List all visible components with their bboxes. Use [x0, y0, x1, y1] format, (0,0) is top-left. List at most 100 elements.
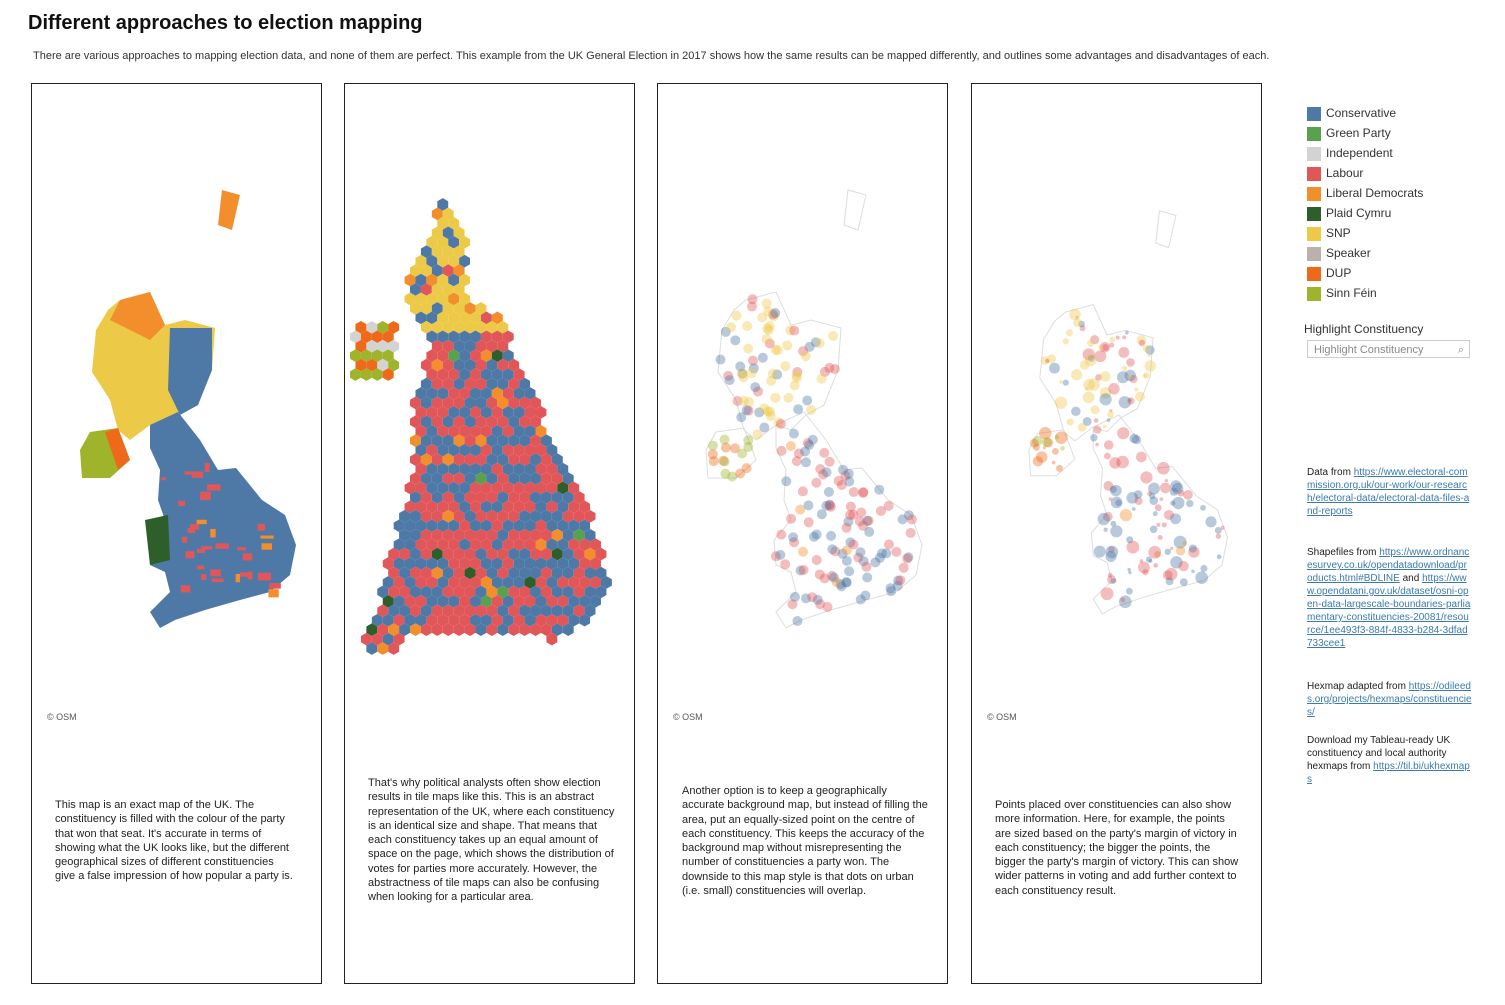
- hex-tile: [508, 491, 520, 504]
- legend-item[interactable]: Conservative: [1307, 105, 1396, 121]
- hex-tile: [480, 481, 492, 495]
- hex-tile: [453, 491, 465, 504]
- hex-tile: [513, 519, 525, 533]
- point: [1205, 516, 1217, 528]
- point: [1131, 507, 1136, 511]
- point: [1056, 464, 1064, 472]
- hex-tile: [393, 595, 405, 608]
- hex-tile: [486, 339, 498, 353]
- hex-tile: [557, 462, 569, 476]
- hex-tile: [453, 358, 465, 372]
- point: [789, 380, 800, 391]
- point: [1152, 511, 1158, 517]
- note: Download my Tableau-ready UK constituenc…: [1307, 734, 1472, 786]
- point: [1164, 479, 1169, 483]
- point: [743, 396, 754, 407]
- point: [1171, 482, 1184, 495]
- region: [269, 583, 281, 589]
- hex-tile: [360, 368, 372, 381]
- hex-tile: [480, 406, 492, 419]
- point: [720, 326, 731, 337]
- point: [807, 592, 818, 603]
- link[interactable]: https://odileeds.org/projects/hexmaps/co…: [1307, 681, 1472, 718]
- hex-tile: [464, 339, 476, 353]
- link[interactable]: https://www.opendatani.gov.uk/dataset/os…: [1307, 573, 1471, 649]
- hex-tile: [497, 566, 509, 580]
- hex-tile: [426, 235, 438, 249]
- hex-tile: [470, 462, 481, 476]
- legend-item[interactable]: Green Party: [1307, 125, 1391, 141]
- hex-tile: [475, 623, 487, 636]
- hex-tile: [431, 434, 443, 447]
- legend-item[interactable]: SNP: [1307, 225, 1351, 241]
- point: [1126, 358, 1135, 367]
- hex-tile: [426, 481, 438, 495]
- point: [1156, 522, 1161, 527]
- hex-tile: [410, 623, 421, 636]
- legend-item[interactable]: Liberal Democrats: [1307, 185, 1423, 201]
- hex-tile: [399, 585, 411, 599]
- hex-tile: [475, 604, 487, 618]
- hex-tile: [415, 424, 427, 438]
- hex-tile: [437, 330, 449, 344]
- search-box[interactable]: Highlight Constituency ⌕: [1307, 340, 1470, 358]
- link[interactable]: https://www.electoral-commission.org.uk/…: [1307, 467, 1470, 517]
- region: [235, 573, 241, 583]
- legend-item[interactable]: Independent: [1307, 145, 1393, 161]
- hex-tile: [568, 481, 580, 495]
- hex-tile: [486, 604, 498, 618]
- hex-tile: [519, 623, 531, 636]
- hex-tile: [459, 406, 471, 419]
- hex-tile: [453, 566, 465, 580]
- hex-tile: [535, 519, 547, 533]
- note-text: and: [1399, 573, 1423, 584]
- point: [876, 548, 887, 559]
- hex-tile: [459, 519, 471, 533]
- point: [741, 405, 752, 416]
- panel: © OSM Another option is to keep a geograp…: [657, 83, 948, 984]
- hex-tile: [530, 491, 541, 504]
- legend-item[interactable]: Labour: [1307, 165, 1363, 181]
- link[interactable]: https://til.bi/ukhexmaps: [1307, 761, 1470, 785]
- point: [761, 334, 772, 345]
- legend-item[interactable]: DUP: [1307, 265, 1351, 281]
- hex-tile: [415, 613, 427, 627]
- hex-tile: [486, 358, 498, 372]
- hex-tile: [590, 538, 601, 551]
- point: [748, 363, 759, 374]
- hex-tile: [404, 519, 416, 533]
- hex-tile: [464, 491, 476, 504]
- legend-item[interactable]: Plaid Cymru: [1307, 205, 1391, 221]
- point: [826, 530, 837, 541]
- point: [841, 545, 852, 556]
- region: [257, 572, 272, 581]
- point: [1172, 496, 1185, 510]
- legend-label: Plaid Cymru: [1326, 206, 1392, 220]
- point: [822, 601, 833, 612]
- point: [1128, 570, 1132, 575]
- hex-tile: [426, 443, 438, 457]
- legend-item[interactable]: Sinn Féin: [1307, 285, 1377, 301]
- hex-tile: [355, 339, 367, 353]
- point: [1188, 546, 1200, 558]
- hex-tile: [410, 283, 421, 296]
- hex-tile: [366, 339, 378, 353]
- point: [1170, 513, 1182, 525]
- point: [836, 581, 847, 592]
- link[interactable]: https://www.ordnancesurvey.co.uk/opendat…: [1307, 547, 1470, 584]
- point: [707, 449, 718, 460]
- point: [735, 468, 746, 479]
- hex-tile: [410, 472, 421, 485]
- region: [191, 471, 204, 478]
- point: [1126, 491, 1139, 504]
- hex-tile: [535, 595, 547, 608]
- hex-tile: [573, 528, 585, 542]
- point: [895, 575, 906, 586]
- point: [1131, 435, 1141, 445]
- legend-item[interactable]: Speaker: [1307, 245, 1371, 261]
- hex-tile: [513, 424, 525, 438]
- note: Data from https://www.electoral-commissi…: [1307, 466, 1472, 518]
- hex-tile: [448, 254, 460, 268]
- point: [840, 470, 851, 481]
- outline: [717, 291, 842, 441]
